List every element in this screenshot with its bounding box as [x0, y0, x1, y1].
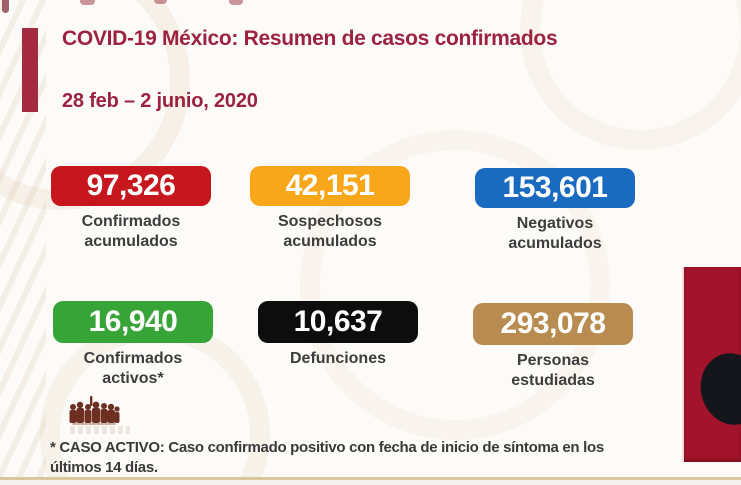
stat-label-line: acumulados	[283, 233, 377, 250]
stat-value-pill: 10,637	[258, 301, 418, 343]
stat-label-line: Sospechosos	[277, 213, 383, 230]
historical-figures-icon	[68, 394, 120, 431]
top-edge-ornament	[154, 0, 167, 4]
presenter-video-panel	[682, 267, 741, 462]
stat-card-confirmados-activos: 16,940 Confirmados activos*	[53, 301, 213, 389]
stat-label: Negativos acumulados	[508, 214, 601, 254]
footnote: * CASO ACTIVO: Caso confirmado positivo …	[50, 438, 610, 477]
watermark-swirl	[520, 0, 741, 150]
stat-value-pill: 42,151	[250, 166, 410, 206]
stat-card-defunciones: 10,637 Defunciones	[258, 301, 418, 369]
presenter-silhouette	[693, 346, 741, 432]
historical-figures-svg	[69, 396, 120, 425]
stat-value-pill: 153,601	[475, 168, 635, 208]
stat-label-line: estudiadas	[511, 372, 595, 389]
stat-card-personas-estudiadas: 293,078 Personas estudiadas	[473, 303, 633, 391]
date-range: 28 feb – 2 junio, 2020	[62, 90, 258, 112]
top-edge-ornament	[2, 0, 9, 13]
stat-label-line: Negativos	[516, 215, 594, 232]
stat-label-line: acumulados	[508, 235, 602, 252]
stat-value-pill: 16,940	[53, 301, 213, 343]
stat-card-negativos-acumulados: 153,601 Negativos acumulados	[475, 168, 635, 254]
stat-card-sospechosos-acumulados: 42,151 Sospechosos acumulados	[250, 166, 410, 252]
stat-label-line: Personas	[516, 352, 590, 369]
footnote-line-1: * CASO ACTIVO: Caso confirmado positivo …	[50, 439, 604, 456]
bottom-edge-fade	[0, 480, 741, 485]
top-edge-ornament	[80, 0, 95, 5]
stat-label: Personas estudiadas	[511, 351, 595, 391]
stat-label-line: Confirmados	[81, 213, 181, 230]
stat-label-line: activos*	[102, 370, 164, 387]
stat-label-line: acumulados	[84, 233, 178, 250]
stat-value-pill: 97,326	[51, 166, 211, 206]
stat-label: Confirmados acumulados	[82, 212, 181, 252]
stat-value-pill: 293,078	[473, 303, 633, 345]
figures-faded-caption	[70, 426, 130, 434]
footnote-line-2: últimos 14 días.	[50, 458, 158, 476]
stat-label-line: Confirmados	[83, 350, 183, 367]
bottom-divider-line	[0, 477, 741, 480]
top-edge-ornament	[229, 0, 243, 5]
stat-label: Defunciones	[290, 349, 386, 369]
stat-label: Sospechosos acumulados	[278, 212, 382, 252]
page-title: COVID-19 México: Resumen de casos confir…	[62, 27, 558, 50]
stat-label-line: Defunciones	[289, 350, 386, 367]
stat-label: Confirmados activos*	[84, 349, 183, 389]
stat-card-confirmados-acumulados: 97,326 Confirmados acumulados	[51, 166, 211, 252]
title-accent-bar	[22, 28, 38, 112]
